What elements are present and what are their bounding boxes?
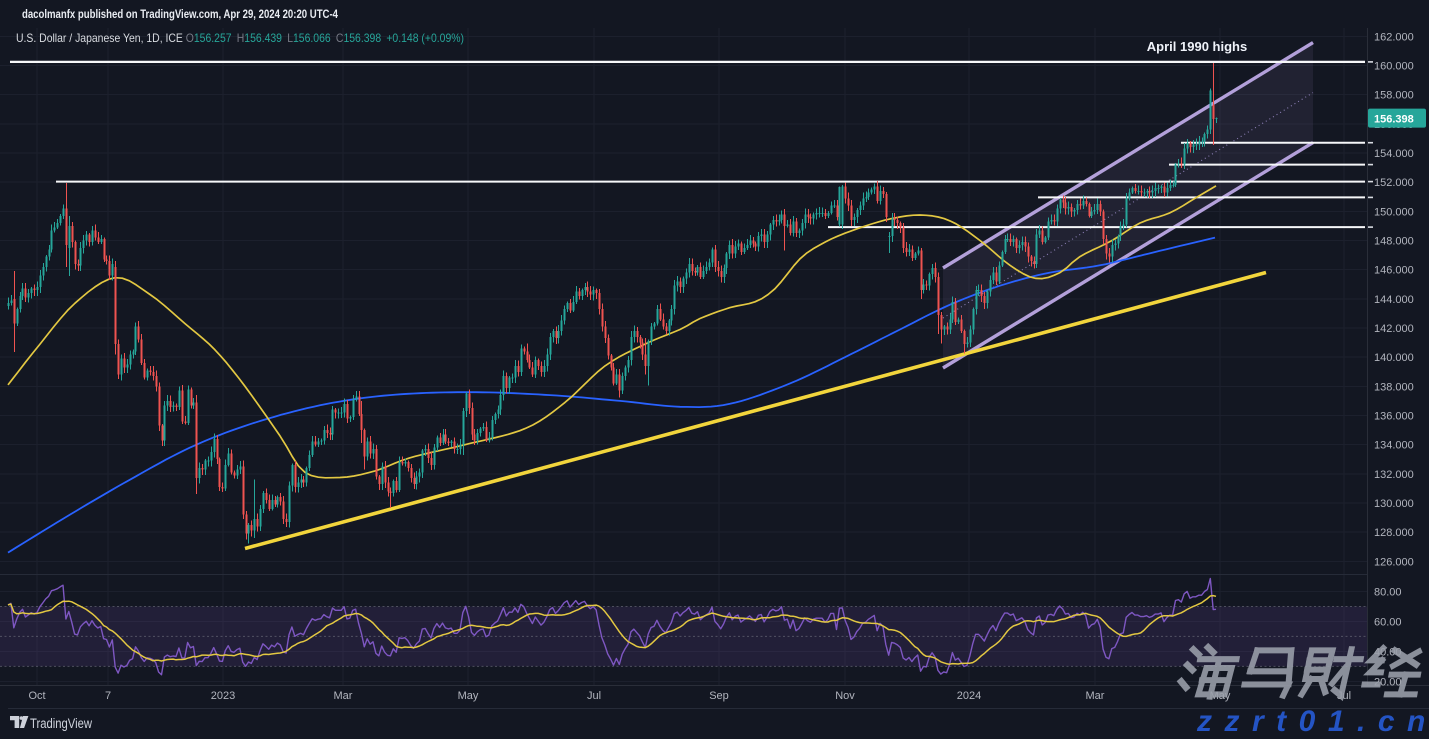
svg-text:Sep: Sep bbox=[709, 690, 729, 702]
svg-text:148.000: 148.000 bbox=[1374, 236, 1414, 248]
svg-text:128.000: 128.000 bbox=[1374, 527, 1414, 539]
svg-text:154.000: 154.000 bbox=[1374, 148, 1414, 160]
svg-text:144.000: 144.000 bbox=[1374, 294, 1414, 306]
svg-text:156.398: 156.398 bbox=[1374, 114, 1414, 126]
svg-text:April 1990 highs: April 1990 highs bbox=[1147, 39, 1247, 54]
svg-text:140.000: 140.000 bbox=[1374, 352, 1414, 364]
svg-text:zzrt01.cn: zzrt01.cn bbox=[1196, 705, 1429, 738]
svg-text:Jul: Jul bbox=[587, 690, 601, 702]
svg-text:132.000: 132.000 bbox=[1374, 469, 1414, 481]
svg-text:dacolmanfx published on Tradin: dacolmanfx published on TradingView.com,… bbox=[22, 9, 338, 21]
svg-text:160.000: 160.000 bbox=[1374, 61, 1414, 73]
svg-text:2023: 2023 bbox=[211, 690, 235, 702]
svg-text:80.00: 80.00 bbox=[1374, 587, 1402, 599]
svg-text:152.000: 152.000 bbox=[1374, 177, 1414, 189]
svg-text:134.000: 134.000 bbox=[1374, 440, 1414, 452]
svg-text:TradingView: TradingView bbox=[30, 716, 92, 731]
svg-text:136.000: 136.000 bbox=[1374, 411, 1414, 423]
svg-text:130.000: 130.000 bbox=[1374, 498, 1414, 510]
svg-text:7: 7 bbox=[105, 690, 111, 702]
svg-text:162.000: 162.000 bbox=[1374, 31, 1414, 43]
svg-text:Mar: Mar bbox=[1086, 690, 1105, 702]
svg-text:20.00: 20.00 bbox=[1374, 676, 1402, 688]
svg-text:Oct: Oct bbox=[28, 690, 45, 702]
svg-text:150.000: 150.000 bbox=[1374, 206, 1414, 218]
svg-text:Mar: Mar bbox=[334, 690, 353, 702]
svg-text:2024: 2024 bbox=[957, 690, 981, 702]
svg-text:158.000: 158.000 bbox=[1374, 90, 1414, 102]
svg-text:142.000: 142.000 bbox=[1374, 323, 1414, 335]
svg-text:U.S. Dollar / Japanese Yen, 1D: U.S. Dollar / Japanese Yen, 1D, ICE O156… bbox=[16, 31, 464, 45]
svg-text:60.00: 60.00 bbox=[1374, 616, 1402, 628]
svg-text:146.000: 146.000 bbox=[1374, 265, 1414, 277]
svg-text:126.000: 126.000 bbox=[1374, 556, 1414, 568]
svg-text:Nov: Nov bbox=[835, 690, 855, 702]
svg-text:May: May bbox=[458, 690, 479, 702]
svg-text:138.000: 138.000 bbox=[1374, 381, 1414, 393]
